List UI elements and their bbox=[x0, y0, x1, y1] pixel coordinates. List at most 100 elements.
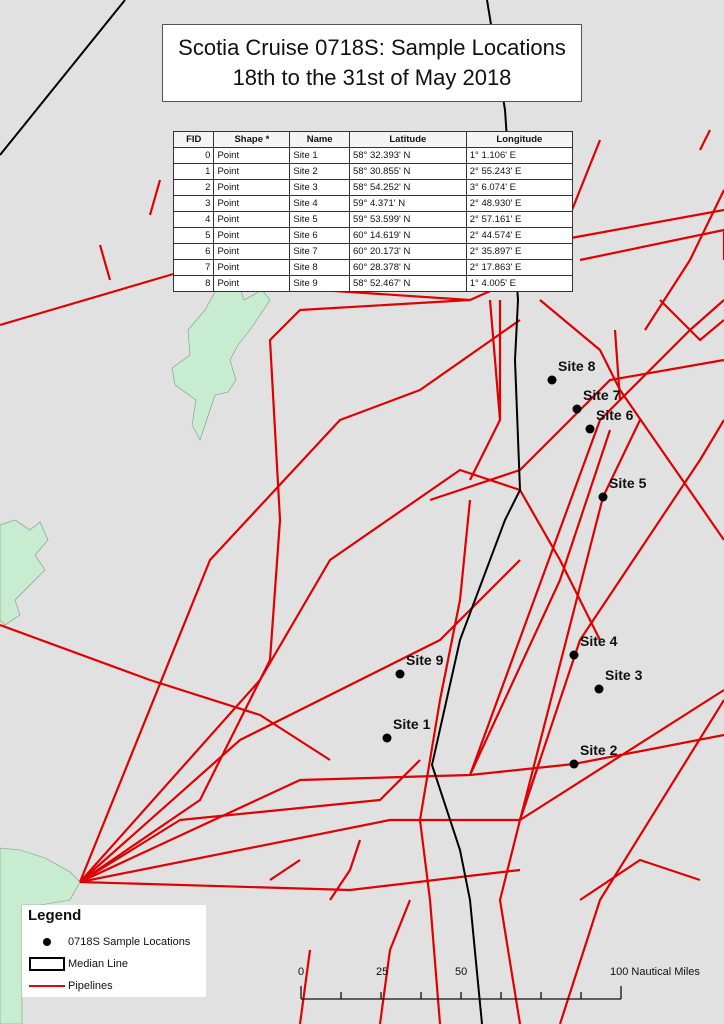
table-row: 6 Point Site 7 60° 20.173' N 2° 35.897' E bbox=[172, 243, 574, 260]
table-cell: Site 9 bbox=[289, 275, 350, 292]
pipeline bbox=[539, 299, 724, 541]
table-cell: 60° 14.619' N bbox=[348, 227, 467, 244]
site-label: Site 7 bbox=[583, 387, 621, 403]
table-cell: 60° 28.378' N bbox=[348, 259, 467, 276]
table-cell: Point bbox=[213, 179, 291, 196]
table-cell: Point bbox=[213, 163, 291, 180]
table-cell: 4 bbox=[172, 211, 215, 228]
pipeline bbox=[469, 429, 612, 776]
table-cell: 2° 57.161' E bbox=[465, 211, 574, 228]
pipeline bbox=[558, 699, 724, 1024]
table-cell: 2° 35.897' E bbox=[465, 243, 574, 260]
table-cell: 1° 1.106' E bbox=[465, 147, 574, 164]
map-title-box: Scotia Cruise 0718S: Sample Locations 18… bbox=[162, 24, 582, 102]
sample-location-point[interactable] bbox=[585, 424, 595, 434]
pipeline bbox=[613, 329, 622, 401]
pipeline bbox=[579, 228, 724, 262]
pipeline bbox=[79, 868, 521, 892]
sample-location-point[interactable] bbox=[569, 650, 579, 660]
site-label: Site 8 bbox=[558, 358, 596, 374]
table-cell: 1° 4.005' E bbox=[465, 275, 574, 292]
pipeline bbox=[699, 129, 711, 151]
scale-label-100: 100 Nautical Miles bbox=[610, 966, 700, 978]
legend-label: 0718S Sample Locations bbox=[68, 936, 191, 948]
legend-label: Median Line bbox=[68, 958, 128, 970]
map-title: Scotia Cruise 0718S: Sample Locations bbox=[178, 35, 566, 60]
site-label: Site 3 bbox=[605, 667, 643, 683]
sample-locations-table: FID Shape * Name Latitude Longitude 0 Point Si… bbox=[172, 131, 574, 292]
pipeline bbox=[468, 299, 724, 776]
pipeline bbox=[518, 419, 724, 821]
table-cell: 5 bbox=[172, 227, 215, 244]
table-cell: 2° 44.574' E bbox=[465, 227, 574, 244]
table-cell: Point bbox=[213, 211, 291, 228]
table-cell: Point bbox=[213, 147, 291, 164]
table-row: 5 Point Site 6 60° 14.619' N 2° 44.574' E bbox=[172, 227, 574, 244]
pipeline bbox=[488, 299, 502, 421]
scale-bar-ruler bbox=[300, 986, 622, 1000]
pipeline bbox=[469, 300, 502, 481]
sample-location-point[interactable] bbox=[547, 375, 557, 385]
land-layer bbox=[0, 284, 271, 1024]
table-cell: 59° 4.371' N bbox=[348, 195, 467, 212]
sample-location-point[interactable] bbox=[572, 404, 582, 414]
table-cell: Point bbox=[213, 275, 291, 292]
column-header: Name bbox=[289, 131, 350, 148]
median-line bbox=[0, 0, 126, 156]
mainland-coast bbox=[0, 847, 81, 1024]
orkney-islands bbox=[0, 519, 49, 626]
table-cell: Site 7 bbox=[289, 243, 350, 260]
table-cell: 58° 52.467' N bbox=[348, 275, 467, 292]
table-cell: Site 8 bbox=[289, 259, 350, 276]
median-line-symbol-icon bbox=[29, 957, 65, 971]
pipeline bbox=[79, 559, 521, 883]
pipeline bbox=[79, 759, 421, 883]
table-cell: Site 3 bbox=[289, 179, 350, 196]
table-cell: 3 bbox=[172, 195, 215, 212]
pipeline bbox=[559, 208, 724, 242]
scale-label-50: 50 bbox=[455, 966, 468, 978]
pipeline bbox=[579, 858, 701, 901]
table-cell: Point bbox=[213, 243, 291, 260]
table-row: 4 Point Site 5 59° 53.599' N 2° 57.161' E bbox=[172, 211, 574, 228]
table-cell: 2° 17.863' E bbox=[465, 259, 574, 276]
table-cell: 58° 30.855' N bbox=[348, 163, 467, 180]
table-cell: 8 bbox=[172, 275, 215, 292]
table-cell: 2° 55.243' E bbox=[465, 163, 574, 180]
table-row: 2 Point Site 3 58° 54.252' N 3° 6.074' E bbox=[172, 179, 574, 196]
pipeline bbox=[79, 733, 724, 883]
site-label: Site 1 bbox=[393, 716, 431, 732]
pipeline bbox=[644, 189, 724, 331]
sample-location-point[interactable] bbox=[569, 759, 579, 769]
pipeline bbox=[269, 859, 301, 881]
pipeline bbox=[418, 499, 472, 1024]
table-cell: 60° 20.173' N bbox=[348, 243, 467, 260]
table-cell: 58° 54.252' N bbox=[348, 179, 467, 196]
sample-location-point[interactable] bbox=[598, 492, 608, 502]
pipeline-symbol-icon bbox=[29, 985, 65, 987]
scale-label-0: 0 bbox=[298, 966, 305, 978]
column-header: Shape * bbox=[213, 131, 291, 148]
scale-label-25: 25 bbox=[376, 966, 389, 978]
pipeline bbox=[79, 468, 521, 883]
legend-item-pipelines: Pipelines bbox=[28, 979, 113, 993]
shetland-islands bbox=[171, 284, 271, 441]
sample-location-point[interactable] bbox=[594, 684, 604, 694]
table-row: 8 Point Site 9 58° 52.467' N 1° 4.005' E bbox=[172, 275, 574, 292]
sample-locations-layer: Site 1 Site 2 Site 3 Site 4 Site 5 Site 6 Site… bbox=[382, 358, 647, 769]
table-cell: Point bbox=[213, 227, 291, 244]
table-cell: 6 bbox=[172, 243, 215, 260]
sample-location-point[interactable] bbox=[382, 733, 392, 743]
table-cell: 59° 53.599' N bbox=[348, 211, 467, 228]
table-cell: Site 1 bbox=[289, 147, 350, 164]
legend-item-median-line: Median Line bbox=[28, 957, 128, 971]
table-cell: Site 2 bbox=[289, 163, 350, 180]
sample-location-point[interactable] bbox=[395, 669, 405, 679]
table-row: 0 Point Site 1 58° 32.393' N 1° 1.106' E bbox=[172, 147, 574, 164]
point-symbol-icon bbox=[43, 938, 51, 946]
map-subtitle: 18th to the 31st of May 2018 bbox=[232, 65, 512, 90]
pipeline bbox=[79, 689, 724, 884]
pipeline bbox=[659, 299, 724, 342]
legend-title: Legend bbox=[28, 907, 82, 924]
pipeline bbox=[429, 358, 724, 502]
